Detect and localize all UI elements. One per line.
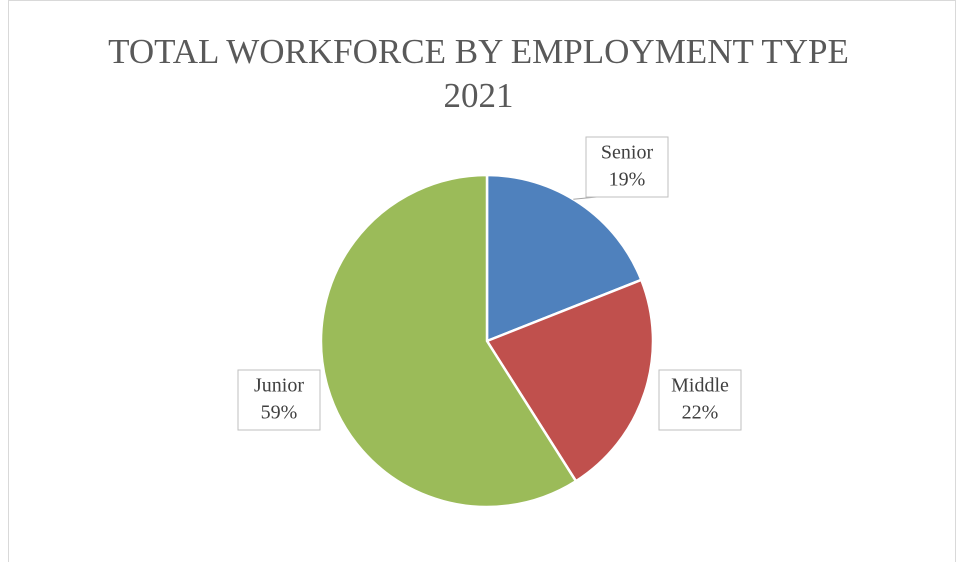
chart-title: TOTAL WORKFORCE BY EMPLOYMENT TYPE 2021 [108,32,849,115]
category-label: Middle [671,375,729,397]
category-label: Senior [601,142,654,164]
pie-slice [485,173,643,343]
value-label: 19% [609,169,646,191]
category-label: Junior [254,375,304,397]
value-label: 59% [261,402,298,424]
value-label: 22% [682,402,719,424]
label-box [658,369,742,431]
label-box [585,136,669,198]
pie-slice [319,173,578,509]
chart-border [8,0,956,562]
pie-slice [485,278,655,483]
label-box [237,369,321,431]
